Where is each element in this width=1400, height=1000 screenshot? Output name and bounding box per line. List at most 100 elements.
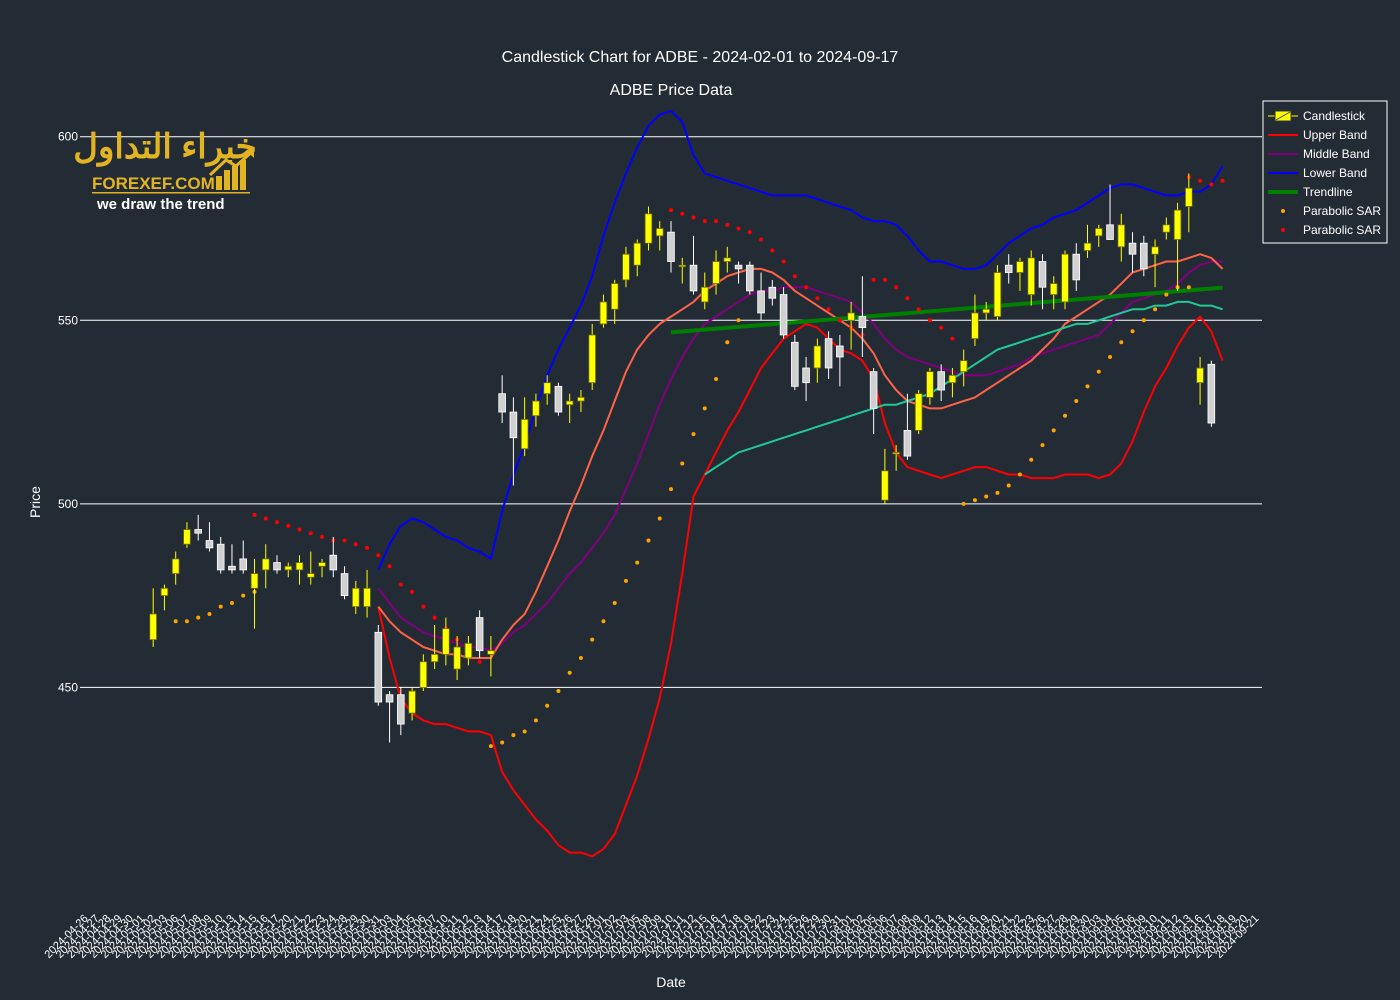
candle [633,239,642,277]
candle-body [1106,224,1114,240]
sar-point-up [1074,399,1079,404]
candle-body [408,690,416,714]
legend-swatch [1281,209,1285,213]
candle [374,624,383,706]
sar-point-down [894,285,899,290]
sar-point-up [1017,472,1022,477]
candle-body [1038,261,1047,288]
candle [419,654,428,692]
candle [1173,202,1182,291]
candle [824,331,833,380]
candle-body [779,294,788,336]
candle [689,235,698,295]
sar-point-down [252,512,257,517]
candle [667,221,675,273]
series-line-upper-band [377,315,1224,858]
sar-point-up [646,538,651,543]
sar-point-up [207,611,212,616]
candle [700,272,709,310]
sar-point-up [556,689,561,694]
candle-body [554,385,563,413]
candle-body [397,694,405,725]
candle-body [768,286,777,299]
sar-point-down [792,274,797,279]
sar-point-up [725,340,730,345]
legend-item: Trendline [1268,185,1353,199]
candle [813,338,822,383]
sar-point-down [410,589,415,594]
candle-body [464,642,473,659]
candle [892,445,900,471]
sar-point-up [1029,457,1034,462]
legend-label: Parabolic SAR [1303,204,1381,218]
sar-point-down [275,520,279,525]
candle-body [374,631,383,703]
sar-point-up [1141,318,1146,323]
sar-layer [173,175,1225,749]
candle-body [1061,253,1069,303]
y-tick-label: 450 [58,680,78,694]
candle-body [1162,224,1171,233]
candle [858,276,867,357]
sar-point-up [984,494,989,499]
candle-body [937,371,945,391]
legend-item: Parabolic SAR [1281,223,1381,237]
sar-point-down [905,296,910,301]
sar-point-down [680,211,685,216]
sar-point-down [781,259,786,264]
sar-point-up [714,377,719,382]
sar-point-up [1186,285,1191,290]
candle [194,514,202,541]
candle [1106,184,1114,240]
chart-subtitle: ADBE Price Data [610,82,733,99]
candle-body [475,617,484,652]
candle-body [757,290,765,314]
candle-body [1049,283,1058,295]
candle-body [160,587,169,597]
candle-body [914,393,923,431]
sar-point-up [972,498,977,503]
x-axis-ticks: 2024-04-262024-04-272024-04-282024-04-29… [42,913,1261,961]
sar-point-up [1108,354,1113,359]
candle [509,397,518,486]
series-line-tangerine [377,253,1224,659]
candle-body [1151,246,1159,255]
candle-body [1117,224,1126,248]
legend-item: Parabolic SAR [1281,204,1381,218]
sar-point-down [916,307,921,312]
candle [520,397,529,457]
legend-item: Lower Band [1268,166,1367,180]
sar-point-down [263,516,268,521]
sar-point-up [623,578,628,583]
sar-point-up [669,487,673,492]
sar-point-up [612,600,617,605]
sar-point-down [365,545,370,550]
candle [1207,360,1216,427]
candle-body [734,264,743,270]
candle-body [723,257,732,262]
candle-body [216,543,225,571]
candle [914,390,923,435]
sar-point-down [308,531,313,536]
legend-label: Candlestick [1303,109,1366,123]
candle [1027,250,1036,306]
candle-body [532,400,540,417]
legend-item: Middle Band [1268,147,1370,161]
candle [554,382,563,416]
candle-body [261,558,270,571]
sar-point-up [1006,483,1011,488]
candle [363,569,371,618]
candle-body [903,430,912,457]
candle [655,221,664,251]
sar-point-up [511,733,516,738]
candle-body [1196,367,1204,384]
sar-point-up [578,656,583,661]
candle [273,555,281,574]
candle-body [194,529,202,534]
sar-point-down [837,318,842,323]
sar-point-down [286,523,291,528]
sar-point-down [759,237,764,242]
sar-point-up [680,461,685,466]
candle-body [149,613,157,641]
